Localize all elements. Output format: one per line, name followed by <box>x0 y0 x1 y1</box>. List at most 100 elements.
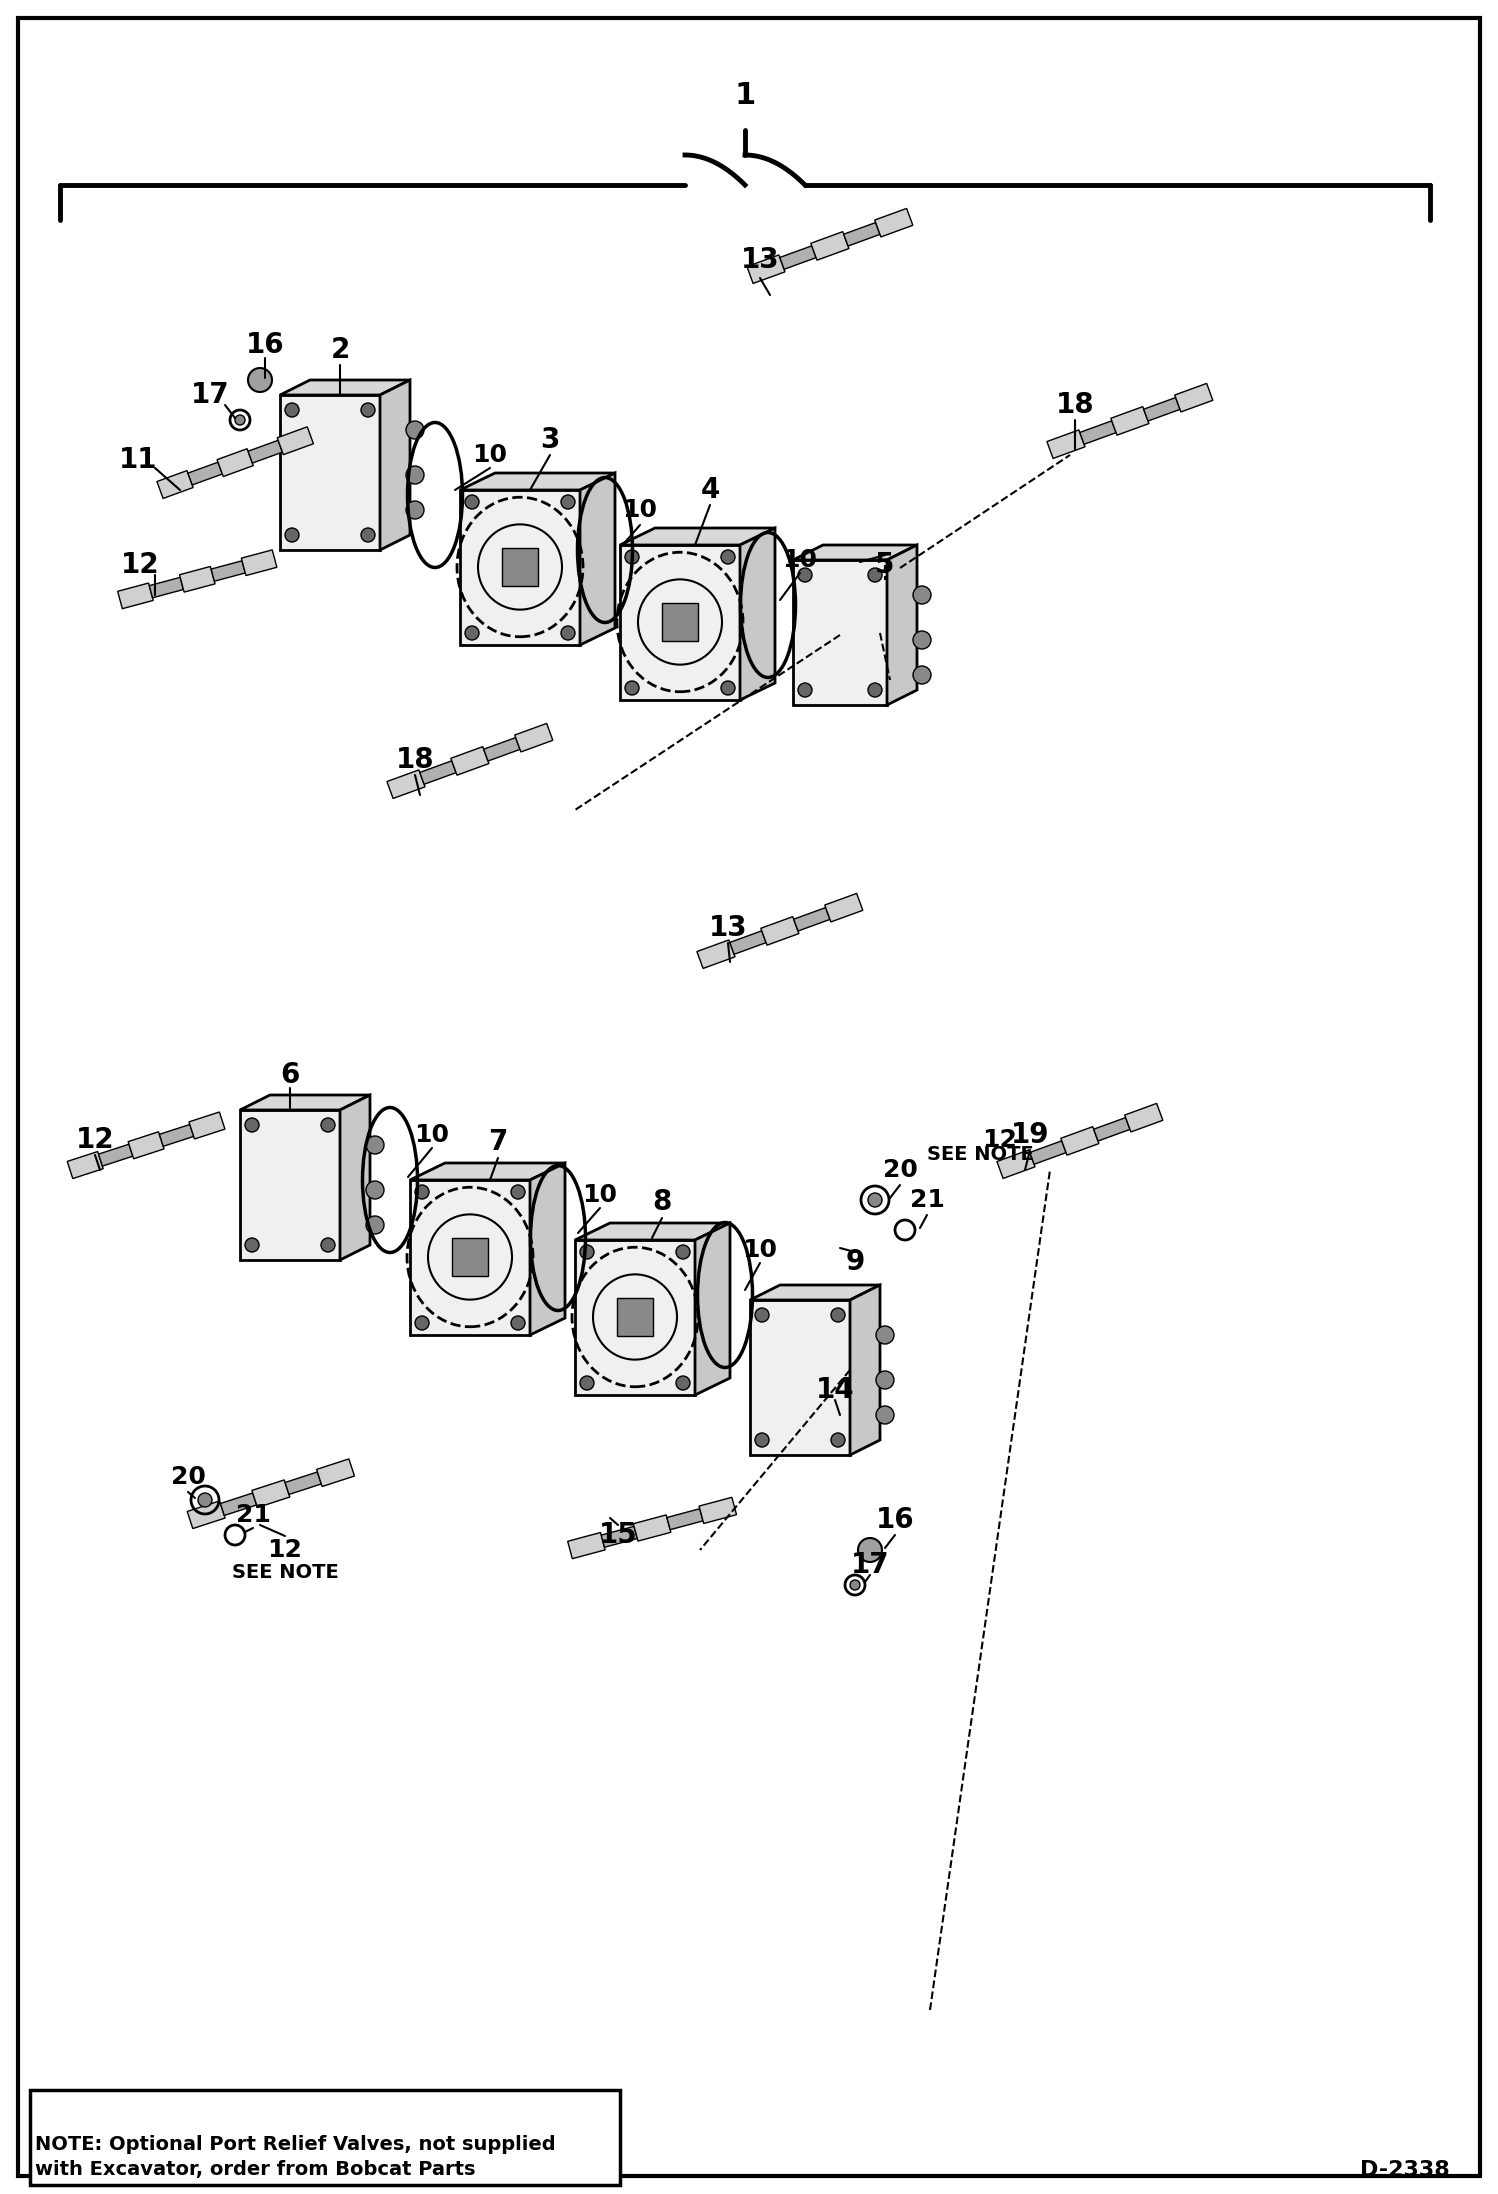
Circle shape <box>867 1194 882 1207</box>
Text: 18: 18 <box>395 746 434 774</box>
Polygon shape <box>187 1501 225 1529</box>
Circle shape <box>858 1538 882 1562</box>
Circle shape <box>755 1308 768 1323</box>
Polygon shape <box>1080 421 1116 445</box>
Text: SEE NOTE: SEE NOTE <box>232 1564 339 1582</box>
Text: 11: 11 <box>118 445 157 474</box>
Polygon shape <box>187 463 222 485</box>
Circle shape <box>366 1215 383 1233</box>
Circle shape <box>912 632 930 649</box>
FancyBboxPatch shape <box>662 603 698 641</box>
Polygon shape <box>792 544 917 559</box>
Polygon shape <box>580 474 616 645</box>
Polygon shape <box>1174 384 1213 412</box>
Polygon shape <box>249 441 283 463</box>
FancyBboxPatch shape <box>18 18 1480 2176</box>
Circle shape <box>366 1180 383 1198</box>
Circle shape <box>580 1376 595 1391</box>
Circle shape <box>831 1433 845 1448</box>
Polygon shape <box>794 908 830 930</box>
Circle shape <box>560 625 575 641</box>
Polygon shape <box>998 1150 1035 1178</box>
Text: 13: 13 <box>709 915 748 941</box>
Text: 12: 12 <box>76 1126 114 1154</box>
Polygon shape <box>792 559 887 704</box>
Polygon shape <box>280 395 380 551</box>
Circle shape <box>849 1580 860 1591</box>
Text: 19: 19 <box>1011 1121 1049 1150</box>
Circle shape <box>415 1185 428 1198</box>
Circle shape <box>511 1185 524 1198</box>
Polygon shape <box>277 428 313 454</box>
Polygon shape <box>410 1163 565 1180</box>
Text: 10: 10 <box>782 548 818 573</box>
Text: 10: 10 <box>583 1183 617 1207</box>
Polygon shape <box>575 1240 695 1395</box>
Polygon shape <box>730 930 765 954</box>
Text: 21: 21 <box>909 1187 944 1211</box>
Polygon shape <box>601 1527 637 1547</box>
Circle shape <box>406 500 424 520</box>
Polygon shape <box>843 222 879 246</box>
Polygon shape <box>1047 430 1085 459</box>
Polygon shape <box>620 544 740 700</box>
Polygon shape <box>460 489 580 645</box>
Polygon shape <box>634 1514 671 1540</box>
Text: 5: 5 <box>875 551 894 579</box>
Polygon shape <box>750 1286 879 1301</box>
Text: 15: 15 <box>599 1520 637 1549</box>
Text: 20: 20 <box>882 1158 917 1183</box>
FancyBboxPatch shape <box>452 1237 488 1275</box>
Circle shape <box>366 1136 383 1154</box>
Polygon shape <box>484 737 520 761</box>
Text: 17: 17 <box>851 1551 890 1580</box>
Circle shape <box>361 529 374 542</box>
Polygon shape <box>150 577 183 597</box>
Polygon shape <box>761 917 798 946</box>
Circle shape <box>321 1237 336 1253</box>
Text: 8: 8 <box>652 1187 671 1215</box>
Polygon shape <box>118 584 153 608</box>
Text: 20: 20 <box>171 1466 205 1490</box>
Circle shape <box>249 369 273 393</box>
Polygon shape <box>620 529 774 544</box>
Polygon shape <box>750 1301 849 1455</box>
Text: 12: 12 <box>121 551 159 579</box>
Polygon shape <box>380 380 410 551</box>
Polygon shape <box>240 1095 370 1110</box>
Text: 12: 12 <box>983 1128 1017 1152</box>
Polygon shape <box>419 761 455 783</box>
Polygon shape <box>825 893 863 921</box>
Polygon shape <box>1029 1141 1067 1165</box>
Polygon shape <box>99 1145 133 1165</box>
Circle shape <box>876 1325 894 1345</box>
FancyBboxPatch shape <box>502 548 538 586</box>
Circle shape <box>415 1316 428 1330</box>
Polygon shape <box>129 1132 165 1158</box>
Polygon shape <box>240 1110 340 1259</box>
Polygon shape <box>1061 1128 1100 1156</box>
Polygon shape <box>241 551 277 575</box>
Polygon shape <box>740 529 774 700</box>
Polygon shape <box>575 1222 730 1240</box>
Circle shape <box>867 682 882 698</box>
Circle shape <box>721 551 736 564</box>
Circle shape <box>285 404 300 417</box>
Polygon shape <box>285 1472 321 1494</box>
Circle shape <box>676 1376 691 1391</box>
Circle shape <box>867 568 882 581</box>
Text: NOTE: Optional Port Relief Valves, not supplied: NOTE: Optional Port Relief Valves, not s… <box>34 2135 556 2155</box>
Circle shape <box>625 551 640 564</box>
Text: 14: 14 <box>816 1376 854 1404</box>
Polygon shape <box>220 1492 256 1516</box>
Text: 2: 2 <box>331 336 349 364</box>
Text: 9: 9 <box>845 1248 864 1277</box>
Polygon shape <box>217 450 253 476</box>
Polygon shape <box>451 746 488 774</box>
Text: with Excavator, order from Bobcat Parts: with Excavator, order from Bobcat Parts <box>34 2161 475 2179</box>
Polygon shape <box>700 1496 737 1523</box>
Polygon shape <box>780 246 816 270</box>
Text: SEE NOTE: SEE NOTE <box>927 1145 1034 1165</box>
Circle shape <box>721 680 736 695</box>
Text: D-2338: D-2338 <box>1360 2161 1450 2181</box>
